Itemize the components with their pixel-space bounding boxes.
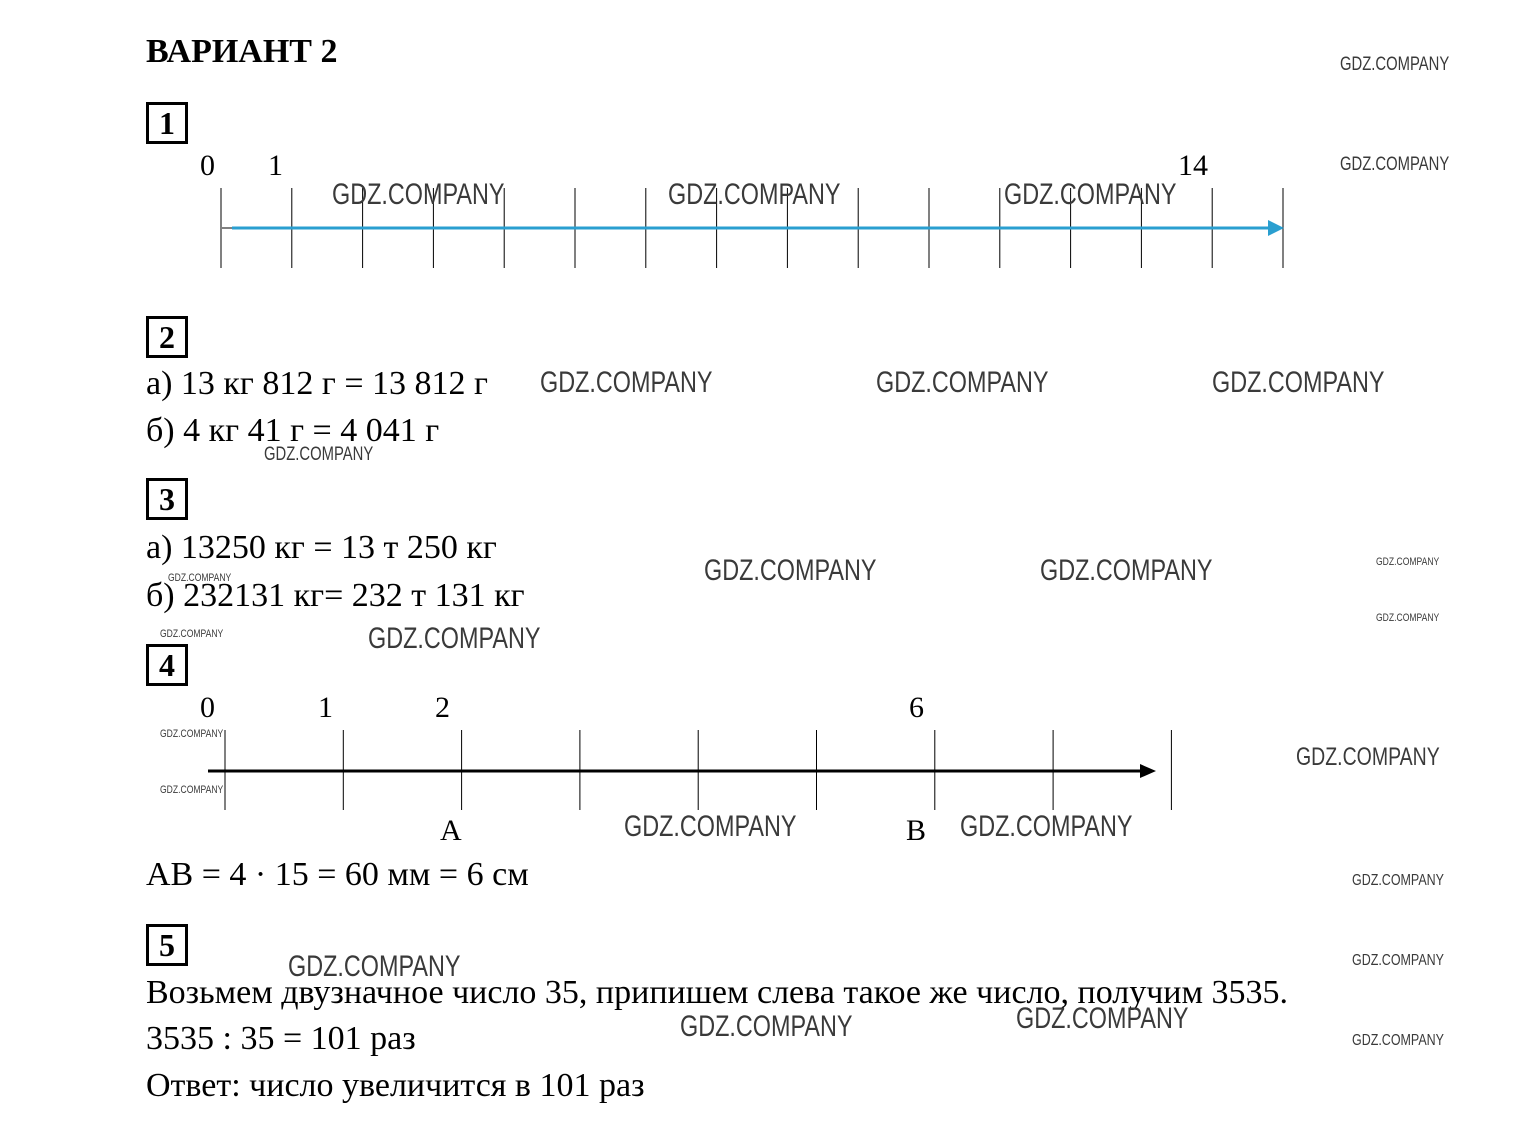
watermark: GDZ.COMPANY [1016,1002,1189,1035]
task5-line-1: Возьмем двузначное число 35, припишем сл… [146,974,1289,1011]
watermark: GDZ.COMPANY [160,628,224,640]
watermark: GDZ.COMPANY [368,622,541,655]
watermark: GDZ.COMPANY [160,728,224,740]
watermark: GDZ.COMPANY [1352,872,1444,889]
point-a-label: А [440,814,462,847]
task2-line-b: б) 4 кг 41 г = 4 041 г [146,412,440,449]
task-number-1: 1 [146,102,188,144]
watermark: GDZ.COMPANY [1352,952,1444,969]
task-number-5: 5 [146,924,188,966]
watermark: GDZ.COMPANY [624,810,797,843]
watermark: GDZ.COMPANY [160,784,224,796]
task3-line-a: а) 13250 кг = 13 т 250 кг [146,529,497,566]
axis4-arrow-head [1140,764,1156,778]
watermark: GDZ.COMPANY [1212,366,1385,399]
watermark: GDZ.COMPANY [680,1010,853,1043]
watermark: GDZ.COMPANY [168,572,232,584]
task-number-4: 4 [146,644,188,686]
watermark: GDZ.COMPANY [960,810,1133,843]
task2-line-a: а) 13 кг 812 г = 13 812 г [146,365,488,402]
watermark: GDZ.COMPANY [1340,54,1450,75]
axis4-label-6: 6 [909,691,924,724]
watermark: GDZ.COMPANY [1376,612,1440,624]
watermark: GDZ.COMPANY [1352,1032,1444,1049]
watermark: GDZ.COMPANY [1040,554,1213,587]
watermark: GDZ.COMPANY [332,178,505,211]
task4-result: АВ = 4 · 15 = 60 мм = 6 см [146,856,529,893]
watermark: GDZ.COMPANY [704,554,877,587]
task-number-2: 2 [146,316,188,358]
watermark: GDZ.COMPANY [1004,178,1177,211]
watermark: GDZ.COMPANY [264,444,374,465]
point-b-label: В [906,814,927,847]
axis1-label-1: 1 [268,149,283,182]
watermark: GDZ.COMPANY [1296,743,1440,771]
axis1-label-0: 0 [200,149,215,182]
task3-line-b: б) 232131 кг= 232 т 131 кг [146,577,525,614]
axis4-label-0: 0 [200,691,215,724]
axis1-arrow-head [1268,220,1284,236]
axis4-label-1: 1 [318,691,333,724]
task-number-3: 3 [146,478,188,520]
task5-line-3: Ответ: число увеличится в 101 раз [146,1067,645,1104]
page-title: ВАРИАНТ 2 [146,33,338,70]
watermark: GDZ.COMPANY [876,366,1049,399]
watermark: GDZ.COMPANY [668,178,841,211]
axis4-label-2: 2 [435,691,450,724]
task5-line-2: 3535 : 35 = 101 раз [146,1020,416,1057]
axis1-label-14: 14 [1178,149,1208,182]
watermark: GDZ.COMPANY [1340,154,1450,175]
watermark: GDZ.COMPANY [540,366,713,399]
watermark: GDZ.COMPANY [288,950,461,983]
watermark: GDZ.COMPANY [1376,556,1440,568]
